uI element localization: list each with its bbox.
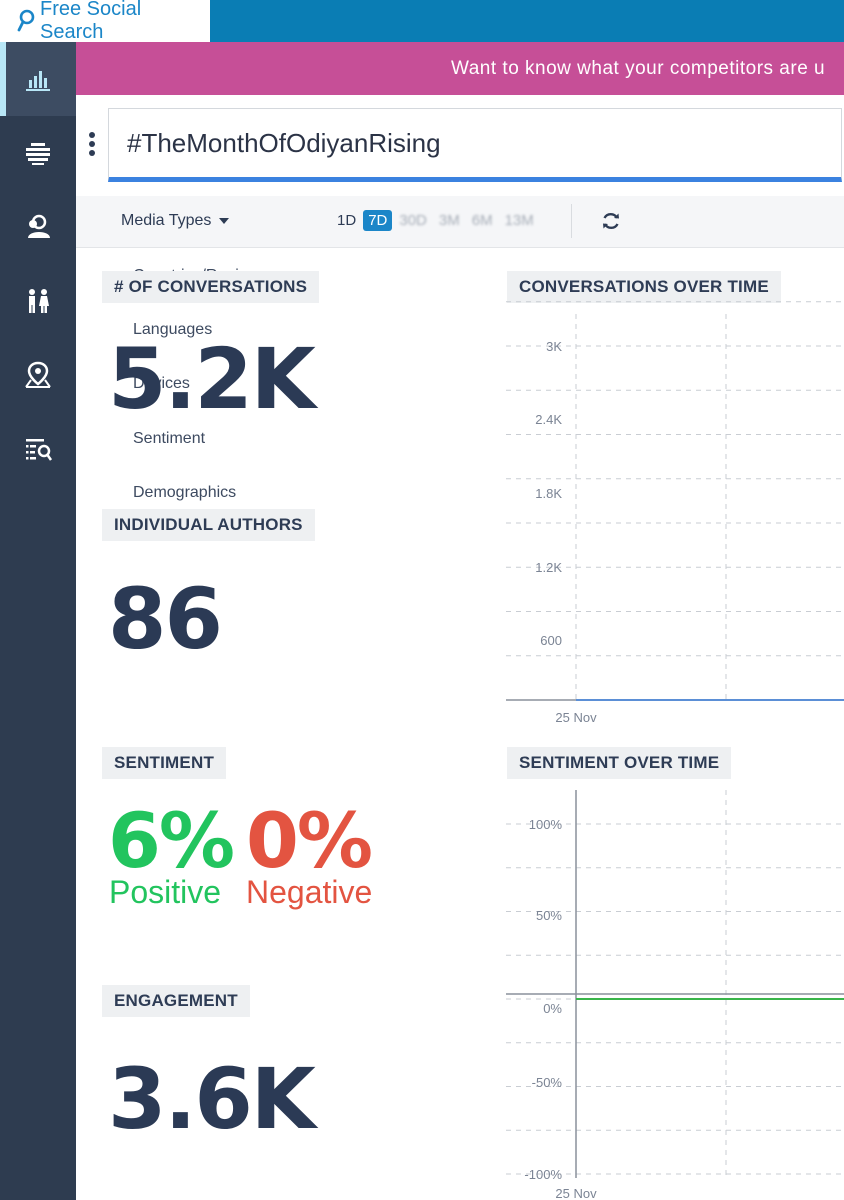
menu-item-devices[interactable]: Devices [133, 375, 190, 392]
y-tick-label: 2.4K [535, 412, 562, 427]
bar-chart-icon [26, 71, 50, 91]
time-range-selector: 1D 7D 30D 3M 6M 13M [332, 210, 541, 231]
range-1d[interactable]: 1D [337, 212, 357, 229]
sentiment-label: SENTIMENT [102, 747, 227, 779]
conversations-chart-title: CONVERSATIONS OVER TIME [507, 271, 781, 303]
range-30d[interactable]: 30D [399, 212, 427, 229]
range-7d[interactable]: 7D [363, 210, 393, 231]
caret-down-icon [219, 217, 230, 224]
sidebar-item-overview[interactable] [0, 42, 76, 116]
gender-icon [29, 289, 49, 313]
sidebar [0, 42, 76, 1200]
y-tick-label: 1.2K [535, 560, 562, 575]
x-tick-label: 25 Nov [555, 710, 597, 725]
authors-value: 86 [108, 570, 223, 668]
y-tick-label: 1.8K [535, 486, 562, 501]
sidebar-item-topics[interactable] [0, 116, 76, 190]
map-pin-icon [25, 361, 51, 388]
y-tick-label: 3K [546, 339, 562, 354]
negative-percent: 0% [246, 796, 373, 885]
y-tick-label: 50% [536, 908, 562, 923]
conversations-label: # OF CONVERSATIONS [102, 271, 320, 303]
search-input[interactable] [109, 109, 841, 177]
menu-item-demographics[interactable]: Demographics [133, 484, 237, 501]
range-6m[interactable]: 6M [471, 212, 493, 229]
refresh-icon[interactable] [600, 210, 622, 232]
sidebar-item-authors[interactable] [0, 190, 76, 264]
brand-name: Free Social Search [39, 0, 142, 43]
conversations-chart: 3K 2.4K 1.8K 1.2K 600 25 Nov [506, 301, 844, 725]
sidebar-item-demographics[interactable] [0, 264, 76, 338]
y-tick-label: 600 [540, 633, 562, 648]
more-options-icon[interactable] [88, 132, 96, 160]
brand-logo[interactable]: Free Social Search [0, 0, 210, 43]
y-tick-label: -100% [524, 1167, 562, 1182]
sidebar-item-locations[interactable] [0, 338, 76, 412]
positive-percent: 6% [108, 796, 235, 885]
sentiment-chart-title: SENTIMENT OVER TIME [507, 747, 732, 779]
y-tick-label: 0% [543, 1001, 562, 1016]
search-box[interactable] [108, 108, 842, 182]
stack-icon [26, 143, 50, 165]
authors-label: INDIVIDUAL AUTHORS [102, 509, 315, 541]
positive-label: Positive [109, 874, 222, 910]
filter-bar: Media Types 1D 7D 30D 3M 6M 13M [76, 196, 844, 248]
divider [571, 204, 572, 238]
menu-item-languages[interactable]: Languages [133, 321, 213, 338]
engagement-value: 3.6K [108, 1050, 316, 1148]
promo-banner[interactable]: Want to know what your competitors are u [76, 42, 844, 95]
media-types-dropdown[interactable]: Media Types [121, 212, 230, 230]
range-13m[interactable]: 13M [504, 212, 534, 229]
promo-banner-text: Want to know what your competitors are u [451, 57, 826, 79]
range-3m[interactable]: 3M [438, 212, 460, 229]
conversations-value: 5.2K [108, 330, 316, 428]
list-search-icon [26, 439, 53, 461]
x-tick-label: 25 Nov [555, 1186, 597, 1200]
y-tick-label: 100% [529, 817, 563, 832]
sidebar-item-search-posts[interactable] [0, 412, 76, 486]
media-types-label: Media Types [121, 212, 212, 229]
engagement-label: ENGAGEMENT [102, 985, 250, 1017]
y-tick-label: -50% [532, 1075, 563, 1090]
negative-label: Negative [246, 874, 373, 910]
sentiment-chart: 100% 50% 0% -50% -100% 25 Nov [506, 790, 844, 1200]
menu-item-sentiment[interactable]: Sentiment [133, 430, 206, 447]
search-logo-icon [17, 9, 35, 32]
users-icon [28, 214, 50, 238]
